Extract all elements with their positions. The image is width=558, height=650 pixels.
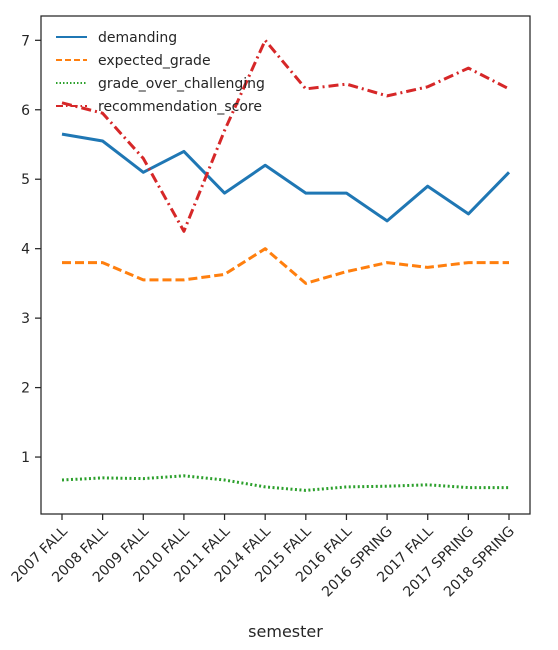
y-axis: 1 2 3 4 5 6 7 xyxy=(21,33,41,466)
legend-label: demanding xyxy=(98,30,177,46)
legend-label: recommendation_score xyxy=(98,99,262,115)
x-tick-label: 2018 SPRING xyxy=(441,524,518,601)
x-tick-label: 2016 SPRING xyxy=(319,524,396,601)
y-tick-label: 2 xyxy=(21,381,30,397)
y-tick-label: 4 xyxy=(21,242,30,258)
plot-frame xyxy=(40,15,531,515)
y-tick-label: 7 xyxy=(21,33,30,49)
y-tick-label: 1 xyxy=(21,450,30,466)
series-line-recommendation-score xyxy=(61,38,510,233)
series-line-expected-grade xyxy=(62,247,509,285)
x-tick-label: 2017 SPRING xyxy=(400,524,477,601)
series-line-demanding xyxy=(61,132,511,223)
legend: demanding expected_grade grade_over_challe… xyxy=(56,30,265,115)
series-line-grade-over-challenging xyxy=(61,474,509,492)
y-tick-label: 3 xyxy=(21,311,30,327)
y-tick-label: 5 xyxy=(21,172,30,188)
plot-area xyxy=(61,38,511,492)
x-axis-label: semester xyxy=(248,622,323,641)
legend-label: expected_grade xyxy=(98,53,211,69)
y-tick-label: 6 xyxy=(21,103,30,119)
legend-label: grade_over_challenging xyxy=(98,76,265,92)
